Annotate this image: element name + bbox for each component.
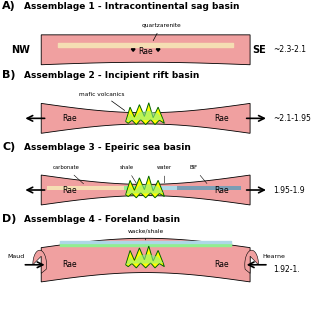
Polygon shape (41, 35, 250, 65)
Polygon shape (126, 254, 163, 265)
Text: Rae: Rae (62, 114, 76, 123)
Text: Rae: Rae (215, 186, 229, 195)
Text: D): D) (2, 214, 17, 224)
Bar (152, 186, 177, 190)
Text: Rae: Rae (62, 186, 76, 195)
Text: Assemblage 4 - Foreland basin: Assemblage 4 - Foreland basin (24, 215, 180, 224)
Text: Rae: Rae (138, 47, 153, 56)
Bar (124, 186, 152, 190)
Polygon shape (126, 246, 164, 268)
Text: SE: SE (252, 45, 266, 55)
Text: water: water (157, 165, 172, 183)
Polygon shape (156, 49, 160, 51)
Text: B): B) (2, 70, 16, 80)
Text: C): C) (2, 142, 15, 152)
Polygon shape (126, 111, 163, 122)
Text: Rae: Rae (215, 114, 229, 123)
Text: quartzarenite: quartzarenite (141, 23, 181, 41)
Bar (177, 186, 241, 190)
Text: Rae: Rae (215, 260, 229, 269)
Bar (47, 186, 124, 190)
Text: Assemblage 1 - Intracontinental sag basin: Assemblage 1 - Intracontinental sag basi… (24, 3, 240, 12)
Text: 1.95-1.9: 1.95-1.9 (274, 186, 305, 195)
Text: ~2.1-1.95: ~2.1-1.95 (274, 114, 311, 123)
Text: Hearne: Hearne (262, 254, 285, 260)
Text: Maud: Maud (7, 254, 24, 260)
Text: 1.92-1.: 1.92-1. (274, 265, 300, 274)
Polygon shape (41, 238, 250, 282)
Text: Assemblage 2 - Incipient rift basin: Assemblage 2 - Incipient rift basin (24, 71, 199, 80)
Polygon shape (245, 250, 259, 273)
Polygon shape (126, 184, 163, 195)
Polygon shape (131, 49, 135, 51)
Text: Assemblage 3 - Epeiric sea basin: Assemblage 3 - Epeiric sea basin (24, 143, 191, 152)
Polygon shape (126, 176, 164, 198)
Polygon shape (33, 250, 46, 273)
Polygon shape (41, 175, 250, 205)
Polygon shape (126, 103, 164, 124)
Polygon shape (41, 103, 250, 133)
Text: Rae: Rae (62, 260, 76, 269)
Text: A): A) (2, 2, 16, 12)
Text: carbonate: carbonate (53, 165, 84, 184)
Text: shale: shale (120, 165, 136, 183)
Text: ~2.3-2.1: ~2.3-2.1 (274, 45, 307, 54)
Text: NW: NW (12, 45, 30, 55)
Text: wacke/shale: wacke/shale (128, 228, 164, 240)
Text: BIF: BIF (190, 165, 207, 184)
Text: mafic volcanics: mafic volcanics (79, 92, 125, 110)
